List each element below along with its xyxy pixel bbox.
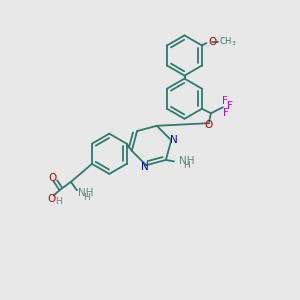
Text: H: H (56, 197, 62, 206)
Text: H: H (83, 193, 90, 202)
Text: H: H (184, 161, 190, 170)
Text: O: O (204, 120, 213, 130)
Text: F: F (222, 96, 228, 106)
Text: NH: NH (178, 155, 194, 166)
Text: F: F (227, 101, 233, 111)
Text: O: O (49, 172, 57, 183)
Text: O: O (208, 37, 216, 47)
Text: O: O (47, 194, 56, 204)
Text: F: F (223, 108, 229, 118)
Text: N: N (170, 135, 178, 145)
Text: NH: NH (78, 188, 94, 198)
Text: N: N (141, 162, 148, 172)
Text: CH$_3$: CH$_3$ (219, 36, 237, 48)
